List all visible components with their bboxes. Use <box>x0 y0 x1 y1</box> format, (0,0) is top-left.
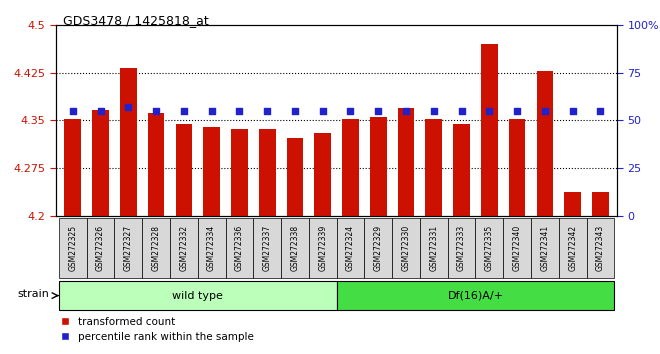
Bar <box>309 218 337 278</box>
Bar <box>426 119 442 216</box>
Bar <box>420 218 447 278</box>
Bar <box>148 113 164 216</box>
Point <box>150 108 161 114</box>
Bar <box>503 218 531 278</box>
Point <box>290 108 300 114</box>
Point <box>317 108 328 114</box>
Bar <box>475 218 503 278</box>
Text: GSM272324: GSM272324 <box>346 225 355 271</box>
Point <box>95 108 106 114</box>
Bar <box>59 218 86 278</box>
Text: GSM272331: GSM272331 <box>429 225 438 271</box>
Point <box>207 108 217 114</box>
Bar <box>398 108 414 216</box>
Text: GSM272330: GSM272330 <box>401 225 411 271</box>
Point <box>595 108 606 114</box>
Point <box>373 108 383 114</box>
Bar <box>447 218 475 278</box>
Bar <box>86 218 114 278</box>
Point <box>179 108 189 114</box>
Bar <box>259 129 275 216</box>
Point <box>540 108 550 114</box>
Bar <box>176 124 192 216</box>
Bar <box>114 218 142 278</box>
Text: GSM272339: GSM272339 <box>318 225 327 271</box>
Bar <box>537 71 553 216</box>
Point <box>262 108 273 114</box>
Text: GSM272332: GSM272332 <box>180 225 188 271</box>
Bar <box>370 116 387 216</box>
Bar <box>226 218 253 278</box>
Text: GSM272329: GSM272329 <box>374 225 383 271</box>
Bar <box>337 281 614 310</box>
Text: GSM272328: GSM272328 <box>152 225 160 271</box>
Point <box>512 108 523 114</box>
Bar <box>231 129 248 216</box>
Bar <box>253 218 281 278</box>
Text: GSM272335: GSM272335 <box>485 225 494 271</box>
Text: GSM272333: GSM272333 <box>457 225 466 271</box>
Text: GDS3478 / 1425818_at: GDS3478 / 1425818_at <box>63 14 209 27</box>
Bar <box>281 218 309 278</box>
Bar <box>481 44 498 216</box>
Bar <box>531 218 559 278</box>
Bar <box>592 192 609 216</box>
Bar <box>392 218 420 278</box>
Text: Df(16)A/+: Df(16)A/+ <box>447 291 504 301</box>
Text: GSM272341: GSM272341 <box>541 225 549 271</box>
Text: GSM272343: GSM272343 <box>596 225 605 271</box>
Bar <box>170 218 198 278</box>
Bar <box>509 119 525 216</box>
Text: GSM272334: GSM272334 <box>207 225 216 271</box>
Text: GSM272337: GSM272337 <box>263 225 272 271</box>
Bar <box>564 192 581 216</box>
Text: GSM272325: GSM272325 <box>68 225 77 271</box>
Bar <box>314 133 331 216</box>
Bar <box>342 119 359 216</box>
Point <box>428 108 439 114</box>
Text: GSM272340: GSM272340 <box>513 225 521 271</box>
Bar <box>587 218 614 278</box>
Point <box>123 104 133 110</box>
Bar <box>203 127 220 216</box>
Bar <box>65 119 81 216</box>
Bar <box>59 281 337 310</box>
Bar <box>453 124 470 216</box>
Point <box>234 108 245 114</box>
Text: wild type: wild type <box>172 291 223 301</box>
Text: GSM272342: GSM272342 <box>568 225 577 271</box>
Bar <box>286 138 304 216</box>
Text: GSM272338: GSM272338 <box>290 225 300 271</box>
Point <box>67 108 78 114</box>
Text: strain: strain <box>18 289 50 299</box>
Text: GSM272327: GSM272327 <box>124 225 133 271</box>
Point <box>568 108 578 114</box>
Bar <box>142 218 170 278</box>
Point <box>401 108 411 114</box>
Text: GSM272336: GSM272336 <box>235 225 244 271</box>
Legend: transformed count, percentile rank within the sample: transformed count, percentile rank withi… <box>61 317 254 342</box>
Bar <box>337 218 364 278</box>
Bar <box>120 68 137 216</box>
Bar <box>364 218 392 278</box>
Point <box>484 108 494 114</box>
Bar <box>92 109 109 216</box>
Bar <box>559 218 587 278</box>
Text: GSM272326: GSM272326 <box>96 225 105 271</box>
Bar <box>198 218 226 278</box>
Point <box>345 108 356 114</box>
Point <box>456 108 467 114</box>
